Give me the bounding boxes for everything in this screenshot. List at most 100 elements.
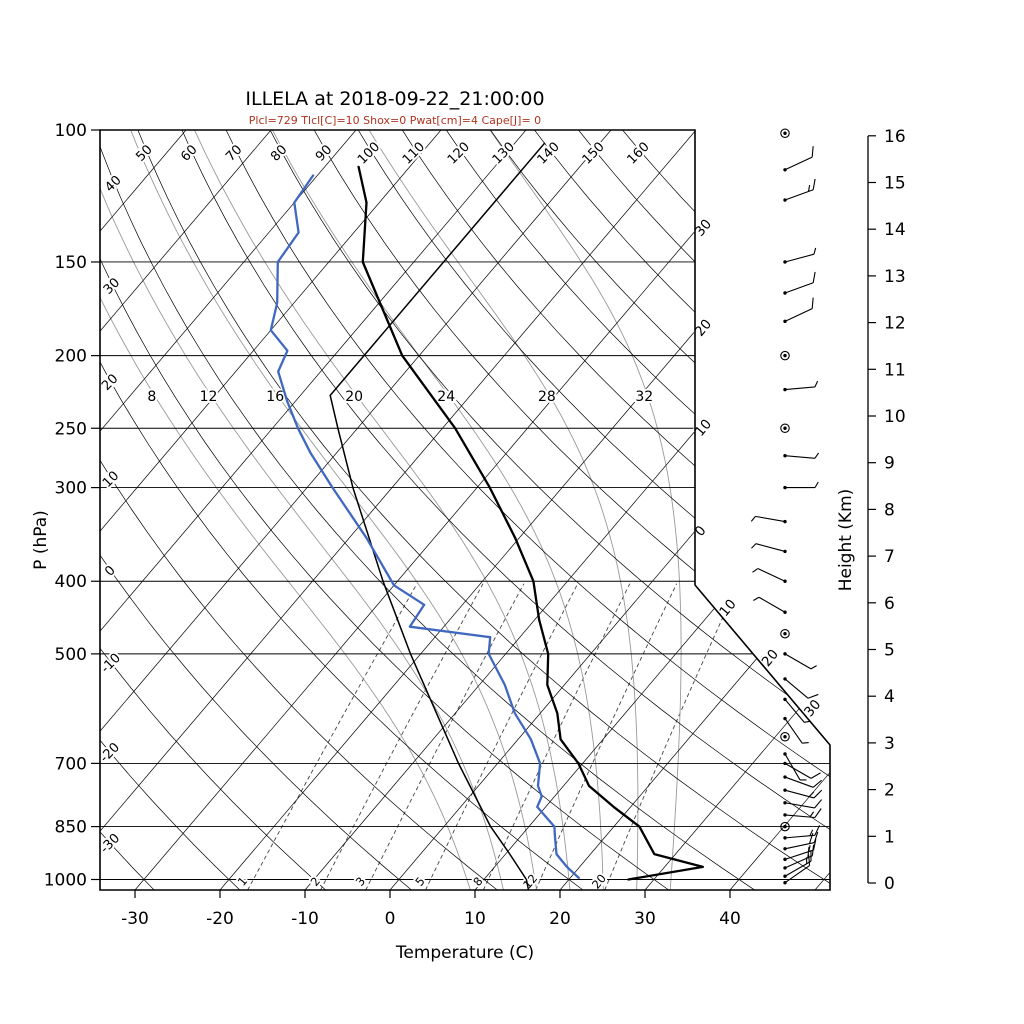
- isotherm-line: [100, 130, 442, 890]
- mixing-ratio-line: [425, 583, 579, 890]
- wind-barb: [783, 271, 816, 295]
- wind-barb-column: [750, 128, 823, 885]
- mixing-ratio-line: [247, 583, 418, 890]
- mixing-ratio-line: [535, 583, 678, 890]
- temperature-tick-label: -10: [291, 909, 319, 929]
- wind-barb: [783, 247, 817, 264]
- height-tick-label: 4: [884, 687, 895, 707]
- pressure-tick-label: 250: [55, 419, 87, 439]
- dry-adiabat-top-label: 150: [580, 139, 608, 167]
- wind-barb: [783, 788, 823, 799]
- mixing-ratio-label: 1: [235, 874, 250, 889]
- dry-adiabat-line: [402, 130, 830, 890]
- station-dot: [783, 426, 787, 430]
- station-dot: [783, 131, 787, 135]
- temperature-tick-label: 40: [719, 909, 741, 929]
- wind-barb: [783, 850, 812, 878]
- station-dot: [783, 824, 787, 829]
- dry-adiabat-left-label: -10: [98, 651, 124, 677]
- dry-adiabat-left-label: 30: [101, 275, 123, 297]
- height-tick-label: 3: [884, 734, 895, 754]
- pressure-tick-label: 850: [55, 818, 87, 838]
- dry-adiabat-top-label: 160: [624, 139, 652, 167]
- dry-adiabat-top-label: 140: [535, 139, 563, 167]
- grid-line-labels: 1 2 3 5 8 12 208 12 16 20 24 28 32302010010203040302…: [95, 137, 826, 893]
- mixing-ratio-label: 3: [353, 874, 368, 889]
- dry-adiabat-line: [490, 130, 830, 890]
- moist-adiabat-line: [130, 130, 538, 890]
- pressure-tick-label: 300: [55, 479, 87, 499]
- moist-adiabat-label: 32: [635, 389, 653, 405]
- moist-adiabat-label: 24: [437, 389, 455, 405]
- height-axis-title: Height (Km): [836, 489, 856, 592]
- isotherm-right-label: 10: [716, 596, 739, 619]
- isotherm-right-label: 30: [801, 697, 824, 720]
- temperature-tick-label: 20: [549, 909, 571, 929]
- moist-adiabat-line: [368, 130, 639, 890]
- grid-lines: [100, 130, 830, 890]
- moist-adiabat-line: [194, 130, 571, 890]
- dry-adiabat-top-label: 120: [445, 139, 473, 167]
- wind-barb: [783, 716, 809, 744]
- pressure-tick-label: 400: [55, 572, 87, 592]
- wind-barb: [783, 481, 819, 490]
- height-tick-label: 14: [884, 220, 906, 240]
- wind-barb: [780, 821, 790, 832]
- station-dot: [783, 353, 787, 358]
- mixing-ratio-label: 8: [470, 874, 485, 889]
- height-tick-label: 0: [884, 874, 895, 894]
- isotherm-line: [389, 130, 830, 890]
- mixing-ratio-line: [482, 583, 631, 890]
- mixing-ratio-line: [604, 583, 739, 890]
- wind-barb: [783, 761, 821, 779]
- wind-barb: [783, 146, 814, 172]
- temperature-tick-label: 30: [634, 909, 656, 929]
- height-tick-label: 5: [884, 641, 895, 661]
- isotherm-line: [100, 130, 527, 890]
- height-tick-label: 11: [884, 360, 906, 380]
- wind-barb: [783, 752, 807, 781]
- dry-adiabat-line: [534, 130, 830, 890]
- dry-adiabat-line: [137, 130, 830, 890]
- mixing-ratio-line: [365, 583, 525, 890]
- height-tick-label: 9: [884, 454, 895, 474]
- dry-adiabat-line: [100, 130, 241, 890]
- moist-adiabat-line: [100, 130, 471, 890]
- temperature-tick-label: -20: [206, 909, 234, 929]
- calm-circle: [780, 423, 790, 434]
- wind-barb: [783, 854, 811, 885]
- moist-adiabat-label: 8: [147, 389, 156, 405]
- calm-circle: [780, 732, 790, 742]
- isotherm-line: [559, 130, 830, 890]
- pressure-tick-label: 100: [55, 121, 87, 141]
- chart-subtitle: Plcl=729 Tlcl[C]=10 Shox=0 Pwat[cm]=4 Ca…: [248, 114, 542, 127]
- dry-adiabat-line: [578, 130, 830, 890]
- wind-barb: [753, 596, 787, 614]
- wind-barb: [780, 628, 790, 639]
- dry-adiabat-line: [357, 130, 830, 890]
- dry-adiabat-line: [100, 130, 498, 890]
- dry-adiabat-left-label: 0: [102, 563, 118, 579]
- temperature-tick-label: 0: [385, 909, 396, 929]
- calm-circle: [780, 350, 790, 361]
- temperature-axis-title: Temperature (C): [395, 943, 534, 963]
- isotherm-line: [729, 130, 830, 890]
- calm-circle: [780, 821, 790, 832]
- wind-barb: [783, 844, 815, 870]
- wind-barb: [783, 808, 822, 819]
- wind-barb: [780, 128, 790, 138]
- height-tick-label: 7: [884, 547, 895, 567]
- wind-barb: [750, 515, 787, 524]
- height-tick-label: 6: [884, 594, 895, 614]
- dry-adiabat-line: [622, 130, 830, 890]
- isotherm-line: [219, 130, 830, 890]
- pressure-tick-label: 150: [55, 253, 87, 273]
- temperature-tick-label: -30: [121, 909, 149, 929]
- mixing-ratio-label: 5: [412, 874, 427, 889]
- wind-barb: [780, 423, 790, 434]
- mixing-ratio-label: 20: [589, 871, 609, 891]
- dry-adiabat-line: [100, 130, 412, 890]
- moist-adiabat-label: 16: [266, 389, 284, 405]
- dry-adiabat-left-label: -30: [98, 831, 124, 857]
